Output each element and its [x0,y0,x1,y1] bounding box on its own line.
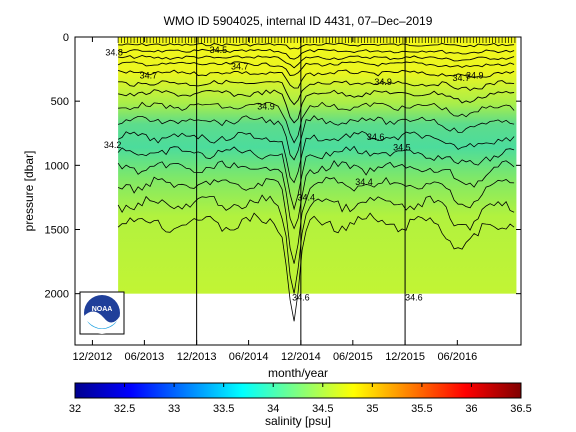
contour-line [117,69,515,89]
y-tick-label: 1000 [45,160,69,172]
plot-area: 34.534.734.734.934.934.934.834.734.634.5… [104,37,517,345]
contour-line [117,145,515,211]
x-axis-label: month/year [268,366,328,380]
contour-line [118,55,515,69]
contour-label: 34.7 [453,73,471,83]
contour-label: 34.7 [140,71,158,81]
contour-label: 34.4 [298,192,316,202]
contour-label: 34.4 [355,177,373,187]
contour-line [118,101,515,144]
colorbar-label: salinity [psu] [265,414,331,428]
salinity-contours [117,42,515,322]
salinity-field [118,37,517,294]
x-tick-label: 12/2013 [177,351,217,363]
x-axis: 12/2012 06/2013 12/2013 06/2014 12/2014 06/20… [73,37,477,363]
contour-label: 34.5 [210,45,228,55]
contour-line [118,79,515,106]
profile-ticks [117,37,516,43]
colorbar-tick-label: 35 [366,403,378,415]
colorbar-tick-label: 32 [69,403,81,415]
contour-label: 34.2 [104,140,122,150]
y-tick-label: 1500 [45,225,69,237]
contour-label: 34.9 [374,77,392,87]
contour-label: 34.9 [257,101,275,111]
chart-title: WMO ID 5904025, internal ID 4431, 07–Dec… [164,14,433,28]
contour-line [117,48,515,60]
y-tick-label: 2000 [45,289,69,301]
y-tick-label: 500 [51,96,69,108]
contour-line [117,160,515,230]
contour-label: 34.5 [393,142,411,152]
contour-line [118,89,515,124]
year-marker-lines [196,37,406,345]
y-tick-label: 0 [63,32,69,44]
contour-label: 34.7 [231,62,249,72]
x-tick-label: 06/2015 [333,351,373,363]
contour-line [117,130,515,184]
colorbar-tick-label: 35.5 [411,403,432,415]
contour-label: 34.9 [466,71,484,81]
x-tick-label: 12/2015 [385,351,425,363]
colorbar-ticks: 32 32.5 33 33.5 34 34.5 35 35.5 36 36.5 [69,383,532,415]
contour-line [117,115,515,161]
contour-label: 34.6 [367,132,385,142]
contour-line [117,212,515,322]
colorbar [74,382,522,399]
y-axis-label: pressure [dbar] [22,151,36,232]
colorbar-tick-label: 33.5 [213,403,234,415]
contour-label: 34.8 [105,47,123,57]
contour-label: 34.6 [292,293,310,303]
x-tick-label: 12/2014 [281,351,321,363]
contour-line [118,42,515,50]
noaa-logo: NOAA [79,291,125,335]
x-tick-label: 06/2013 [125,351,165,363]
x-tick-label: 12/2012 [73,351,113,363]
colorbar-tick-label: 33 [168,403,180,415]
x-tick-label: 06/2016 [437,351,477,363]
y-axis: 0 500 1000 1500 2000 [45,32,521,301]
plot-frame [74,36,522,346]
colorbar-tick-label: 36 [465,403,477,415]
contour-line [117,176,515,264]
colorbar-tick-label: 36.5 [510,403,531,415]
noaa-logo-text: NOAA [92,306,113,313]
contour-labels: 34.534.734.734.934.934.934.834.734.634.5… [104,45,484,303]
colorbar-tick-label: 34 [267,403,279,415]
x-tick-label: 06/2014 [229,351,269,363]
contour-line [117,61,515,76]
contour-line [117,194,515,294]
colorbar-tick-label: 32.5 [114,403,135,415]
colorbar-tick-label: 34.5 [312,403,333,415]
contour-label: 34.6 [405,293,423,303]
